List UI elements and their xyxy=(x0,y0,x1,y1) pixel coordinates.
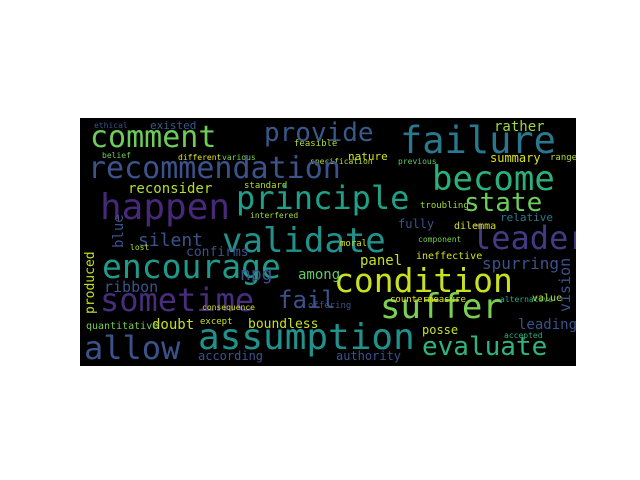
cloud-word: become xyxy=(432,159,555,199)
cloud-word: posse xyxy=(422,323,459,337)
cloud-word: boundless xyxy=(248,317,319,332)
cloud-word: specification xyxy=(310,157,373,166)
cloud-word: ineffective xyxy=(416,251,483,262)
cloud-word: nature xyxy=(348,150,388,163)
cloud-word: authority xyxy=(336,349,402,363)
cloud-word: various xyxy=(222,153,256,162)
cloud-word: leading xyxy=(518,317,576,333)
cloud-word: assumption xyxy=(198,317,415,358)
cloud-word: according xyxy=(198,349,264,363)
word-cloud: ethical existed feasible nature rather s… xyxy=(80,118,576,366)
cloud-word: consequence xyxy=(202,303,255,312)
cloud-word: ethical xyxy=(94,121,128,130)
cloud-word: quantitative xyxy=(86,321,159,332)
cloud-word: confirms xyxy=(186,245,249,260)
cloud-word: condition xyxy=(334,261,513,300)
cloud-word: different xyxy=(178,153,222,162)
cloud-word: feasible xyxy=(294,139,338,149)
cloud-word: troubling xyxy=(420,201,469,211)
cloud-word: ribbon xyxy=(104,278,159,296)
cloud-word: produced xyxy=(83,251,98,314)
cloud-word: evaluate xyxy=(422,332,548,362)
cloud-word: npg xyxy=(240,264,273,285)
cloud-word: vision xyxy=(556,257,574,312)
cloud-word: belief xyxy=(102,151,131,160)
cloud-word: accepted xyxy=(504,331,543,340)
cloud-word: rather xyxy=(494,119,545,135)
cloud-word: doubt xyxy=(152,317,195,333)
cloud-word: moral xyxy=(340,239,368,249)
cloud-word: among xyxy=(298,267,341,283)
cloud-word: validate xyxy=(222,221,386,261)
cloud-word: spurring xyxy=(482,254,560,273)
cloud-word: offering xyxy=(308,301,352,311)
cloud-word: interfered xyxy=(250,211,299,220)
cloud-word: fail xyxy=(278,286,336,314)
cloud-word: summary xyxy=(490,151,541,165)
cloud-word: except xyxy=(200,317,233,327)
cloud-word: recommendation xyxy=(88,151,341,186)
cloud-word: suffer xyxy=(380,287,503,327)
cloud-word: range xyxy=(550,153,576,163)
cloud-word: value xyxy=(532,293,563,304)
cloud-word: reconsider xyxy=(128,181,213,197)
cloud-word: silent xyxy=(138,230,204,251)
cloud-word: dilemma xyxy=(454,221,497,232)
cloud-word: countermeasure xyxy=(390,295,466,305)
cloud-word: happen xyxy=(100,187,231,228)
cloud-word: blue xyxy=(111,214,127,248)
cloud-word: component xyxy=(418,235,462,244)
cloud-word: panel xyxy=(360,253,403,269)
cloud-word: provide xyxy=(264,118,374,148)
cloud-word: principle xyxy=(236,179,410,217)
cloud-word: standard xyxy=(244,181,288,191)
cloud-word: failure xyxy=(400,119,556,162)
cloud-word: allow xyxy=(84,329,181,366)
cloud-word: comment xyxy=(90,120,217,155)
cloud-word: lost xyxy=(130,243,150,252)
cloud-word: fully xyxy=(398,217,435,231)
cloud-word: previous xyxy=(398,157,437,166)
cloud-word: encourage xyxy=(102,247,281,286)
cloud-word: relative xyxy=(500,211,553,224)
cloud-word: existed xyxy=(150,119,197,132)
cloud-word: state xyxy=(464,188,543,218)
cloud-word: alternative xyxy=(500,295,553,304)
cloud-word: sometime xyxy=(100,281,255,319)
